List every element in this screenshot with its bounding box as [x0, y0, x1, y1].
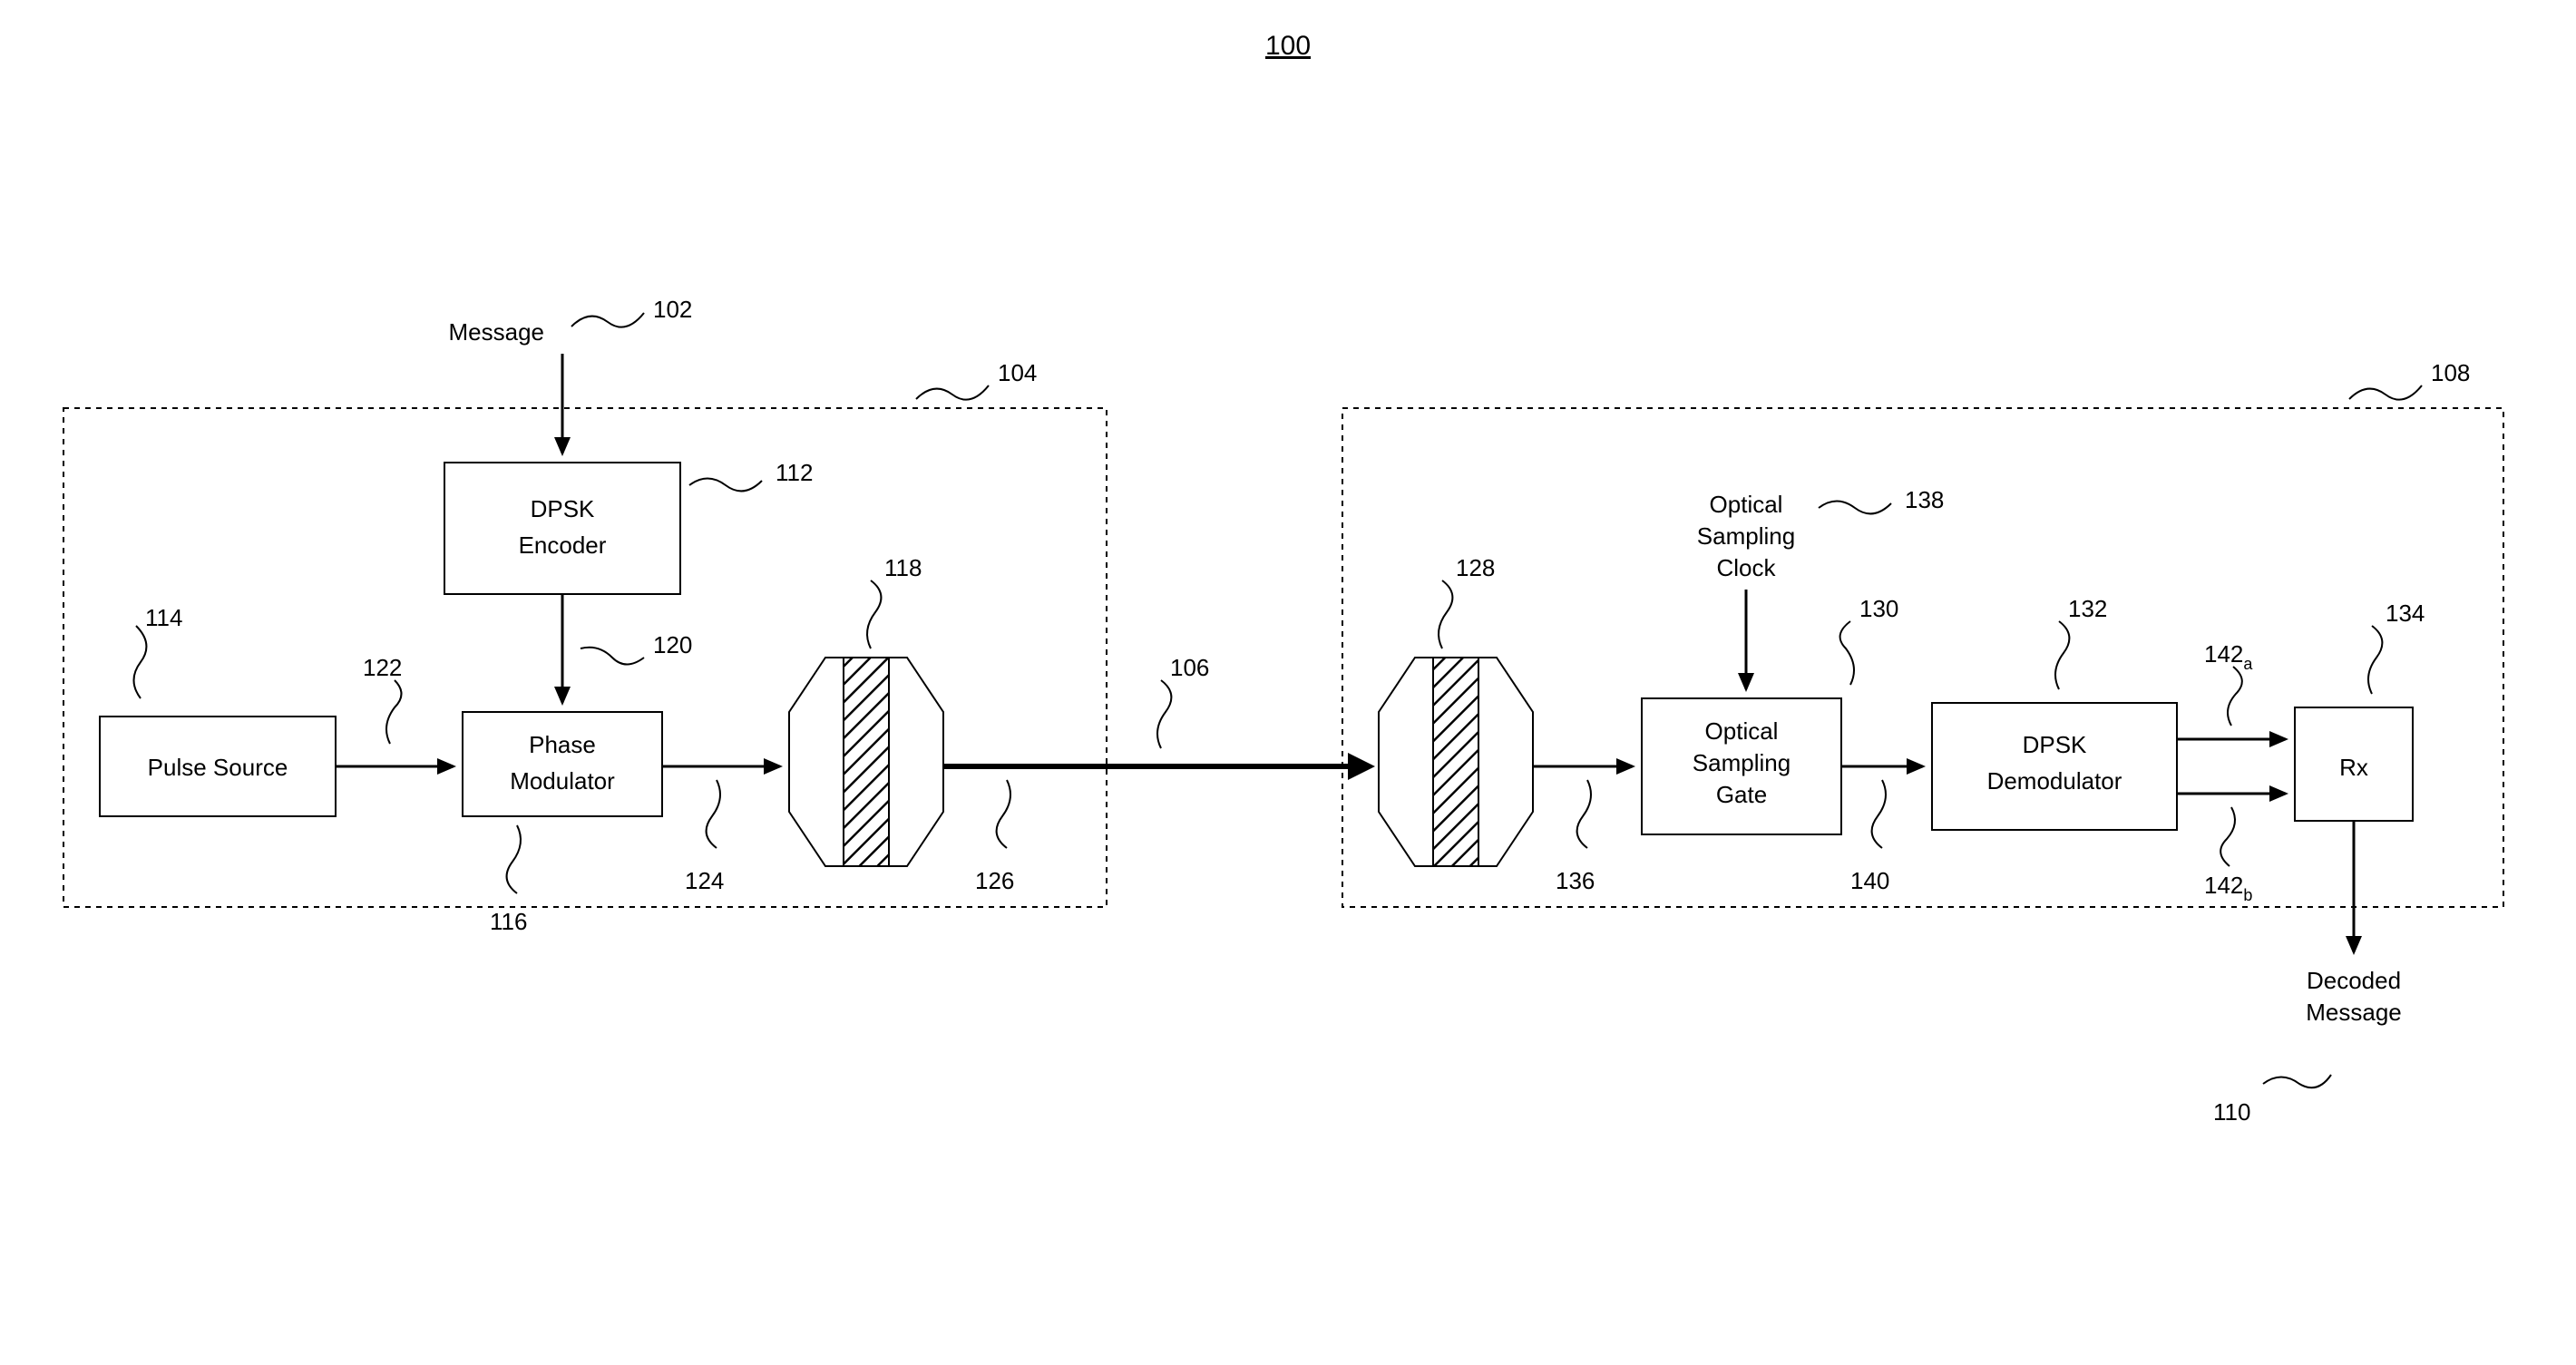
dpsk-encoder-label1: DPSK: [531, 495, 595, 522]
sampling-gate-block: Optical Sampling Gate: [1642, 698, 1841, 834]
ref-110: 110: [2213, 1098, 2250, 1126]
squiggle-104: [916, 385, 989, 400]
squiggle-134: [2368, 626, 2382, 694]
sampling-label3: Gate: [1716, 781, 1767, 808]
wdm-tx-block: [789, 658, 943, 866]
ref-120: 120: [653, 631, 692, 658]
squiggle-118: [867, 580, 881, 648]
ref-126: 126: [975, 867, 1014, 894]
demod-label2: Demodulator: [1987, 767, 2122, 795]
ref-136: 136: [1556, 867, 1595, 894]
sampling-label2: Sampling: [1693, 749, 1791, 776]
squiggle-126: [997, 780, 1010, 848]
squiggle-140: [1872, 780, 1886, 848]
squiggle-120: [581, 648, 644, 665]
decoded-label2: Message: [2306, 999, 2402, 1026]
ref-102: 102: [653, 296, 692, 323]
dpsk-encoder-block: DPSK Encoder: [444, 463, 680, 594]
ref-130: 130: [1859, 595, 1898, 622]
ref-124: 124: [685, 867, 724, 894]
pulse-source-block: Pulse Source: [100, 717, 336, 816]
decoded-label1: Decoded: [2307, 967, 2401, 994]
squiggle-142a: [2228, 667, 2242, 726]
receiver-label: Rx: [2339, 754, 2368, 781]
ref-106: 106: [1170, 654, 1209, 681]
ref-138: 138: [1905, 486, 1944, 513]
decoded-out: Decoded Message: [2306, 821, 2402, 1026]
squiggle-122: [386, 680, 402, 744]
squiggle-114: [134, 626, 147, 698]
squiggle-142b: [2220, 807, 2235, 866]
receiver-block: Rx: [2295, 707, 2413, 821]
ref-142a: 142a: [2204, 640, 2253, 673]
squiggle-110: [2263, 1075, 2331, 1087]
message-label: Message: [449, 318, 545, 346]
phase-mod-label2: Modulator: [510, 767, 615, 795]
squiggle-106: [1157, 680, 1171, 748]
message-in: Message: [449, 318, 563, 453]
block-diagram: 100 Pulse Source DPSK Encoder Phase Modu…: [0, 0, 2576, 1365]
ref-104: 104: [998, 359, 1037, 386]
ref-140: 140: [1850, 867, 1889, 894]
ref-108: 108: [2431, 359, 2470, 386]
phase-modulator-block: Phase Modulator: [463, 712, 662, 816]
phase-mod-label1: Phase: [529, 731, 596, 758]
ref-142b: 142b: [2204, 872, 2252, 904]
figure-ref-title: 100: [1265, 31, 1311, 61]
demod-label1: DPSK: [2023, 731, 2087, 758]
squiggle-138: [1819, 502, 1891, 514]
squiggle-112: [689, 479, 762, 492]
pulse-source-label: Pulse Source: [148, 754, 288, 781]
ref-116: 116: [490, 908, 527, 935]
clock-in: Optical Sampling Clock: [1697, 491, 1795, 689]
clock-label2: Sampling: [1697, 522, 1795, 550]
demodulator-block: DPSK Demodulator: [1932, 703, 2177, 830]
ref-118: 118: [884, 554, 922, 581]
ref-128: 128: [1456, 554, 1495, 581]
ref-122: 122: [363, 654, 402, 681]
squiggle-136: [1577, 780, 1591, 848]
ref-134: 134: [2386, 600, 2425, 627]
squiggle-102: [571, 313, 644, 327]
clock-label1: Optical: [1710, 491, 1783, 518]
squiggle-108: [2349, 385, 2422, 400]
ref-112: 112: [776, 459, 813, 486]
squiggle-128: [1439, 580, 1452, 648]
squiggle-124: [707, 780, 720, 848]
clock-label3: Clock: [1716, 554, 1776, 581]
squiggle-116: [507, 825, 521, 893]
sampling-label1: Optical: [1705, 717, 1779, 745]
wdm-rx-block: [1379, 658, 1533, 866]
squiggle-132: [2055, 621, 2069, 689]
ref-114: 114: [145, 604, 182, 631]
dpsk-encoder-label2: Encoder: [519, 531, 607, 559]
ref-132: 132: [2068, 595, 2107, 622]
squiggle-130: [1840, 621, 1854, 685]
